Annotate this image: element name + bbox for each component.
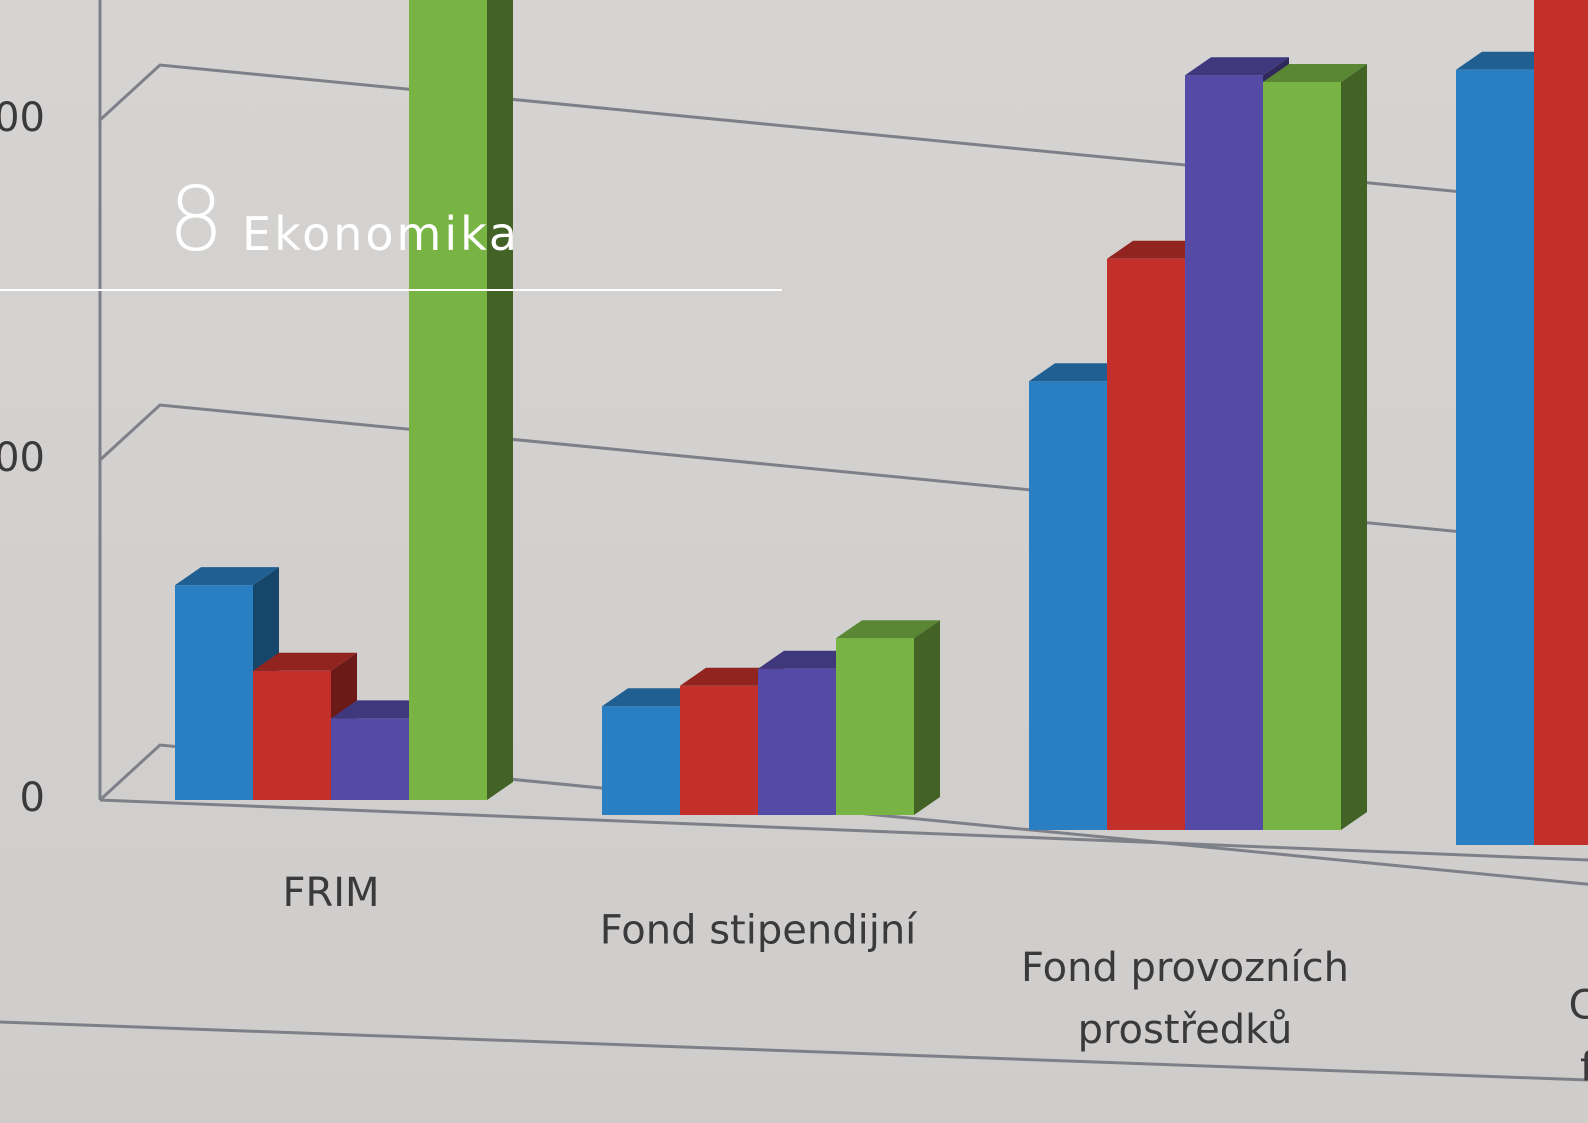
bar-front: [409, 0, 487, 800]
bar-side: [914, 620, 940, 815]
bar-front: [758, 669, 836, 815]
section-number: 8: [168, 168, 224, 271]
bar-front: [836, 638, 914, 815]
bar: [1534, 0, 1588, 845]
bar-side: [1341, 64, 1367, 830]
bar-group: [836, 620, 940, 815]
bar: [836, 620, 940, 815]
y-tick-label: 00: [0, 435, 45, 481]
y-tick-label: 0: [20, 775, 45, 821]
x-tick-label: FRIM: [282, 870, 379, 916]
section-title: Ekonomika: [242, 207, 520, 261]
bar-group: [1534, 0, 1588, 845]
bar-front: [602, 706, 680, 815]
bar-front: [175, 585, 253, 800]
bar-front: [253, 671, 331, 800]
page: 00000FRIMFond stipendijníFond provozních…: [0, 0, 1588, 1123]
bar-front: [331, 718, 409, 800]
y-tick-label: 00: [0, 95, 45, 141]
bar-front: [1456, 70, 1534, 845]
bar-front: [1029, 381, 1107, 830]
heading-rule: [0, 289, 782, 291]
bar-front: [680, 686, 758, 815]
x-tick-label: Fond stipendijní: [600, 908, 918, 954]
bar-group: [409, 0, 513, 800]
bar: [1263, 64, 1367, 830]
bar-front: [1263, 82, 1341, 830]
bar-group: [1263, 64, 1367, 830]
bar-front: [1185, 75, 1263, 830]
bar: [409, 0, 513, 800]
bar-front: [1534, 0, 1588, 845]
bar-front: [1107, 259, 1185, 830]
section-heading: 8 Ekonomika: [168, 168, 520, 271]
bar-side: [487, 0, 513, 800]
